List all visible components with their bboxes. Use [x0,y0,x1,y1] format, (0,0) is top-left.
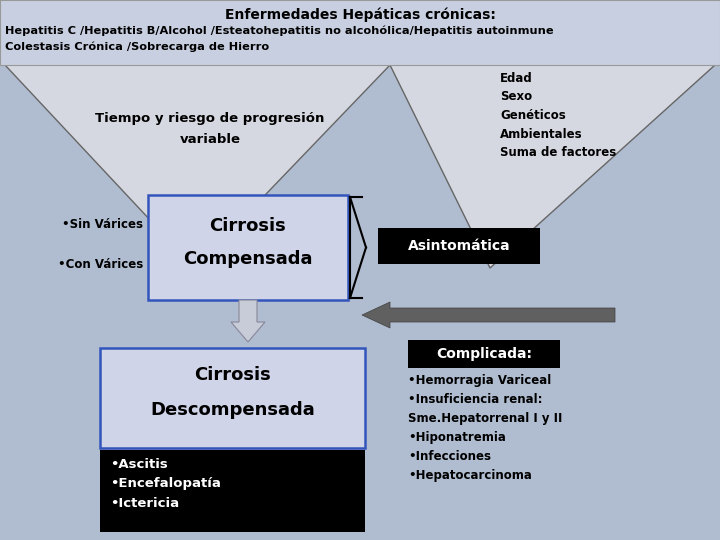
Polygon shape [231,300,265,342]
Text: Tiempo y riesgo de progresión: Tiempo y riesgo de progresión [95,112,325,125]
FancyBboxPatch shape [100,450,365,532]
Polygon shape [390,65,715,268]
FancyBboxPatch shape [408,340,560,368]
Text: Descompensada: Descompensada [150,401,315,419]
FancyBboxPatch shape [378,228,540,264]
Text: Cirrosis: Cirrosis [194,366,271,384]
Text: •Con Várices: •Con Várices [58,258,143,271]
Text: •Hemorragia Variceal
•Insuficiencia renal:
Sme.Hepatorrenal I y II
•Hiponatremia: •Hemorragia Variceal •Insuficiencia rena… [408,374,562,482]
Polygon shape [5,65,390,268]
Text: Complicada:: Complicada: [436,347,532,361]
FancyBboxPatch shape [148,195,348,300]
Text: Compensada: Compensada [184,250,312,268]
Text: Cirrosis: Cirrosis [210,217,287,235]
Text: Colestasis Crónica /Sobrecarga de Hierro: Colestasis Crónica /Sobrecarga de Hierro [5,42,269,52]
Text: variable: variable [179,133,240,146]
FancyBboxPatch shape [100,348,365,448]
Text: •Sin Várices: •Sin Várices [62,218,143,231]
Text: Hepatitis C /Hepatitis B/Alcohol /Esteatohepatitis no alcohólica/Hepatitis autoi: Hepatitis C /Hepatitis B/Alcohol /Esteat… [5,25,554,36]
Polygon shape [362,302,615,328]
Text: Edad
Sexo
Genéticos
Ambientales
Suma de factores: Edad Sexo Genéticos Ambientales Suma de … [500,72,616,159]
FancyBboxPatch shape [0,0,720,65]
Text: Enfermedades Hepáticas crónicas:: Enfermedades Hepáticas crónicas: [225,8,495,23]
Text: •Ascitis
•Encefalopatía
•Ictericia: •Ascitis •Encefalopatía •Ictericia [110,458,221,510]
Text: Asintomática: Asintomática [408,239,510,253]
